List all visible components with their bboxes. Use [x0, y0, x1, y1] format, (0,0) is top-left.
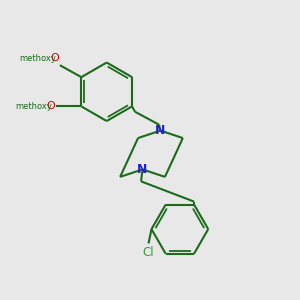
Text: methoxy: methoxy [19, 54, 56, 63]
Text: O: O [50, 53, 59, 63]
Text: methoxy: methoxy [15, 102, 52, 111]
Text: N: N [155, 124, 166, 137]
Text: N: N [137, 163, 148, 176]
Text: Cl: Cl [143, 247, 154, 260]
Text: O: O [46, 101, 55, 111]
